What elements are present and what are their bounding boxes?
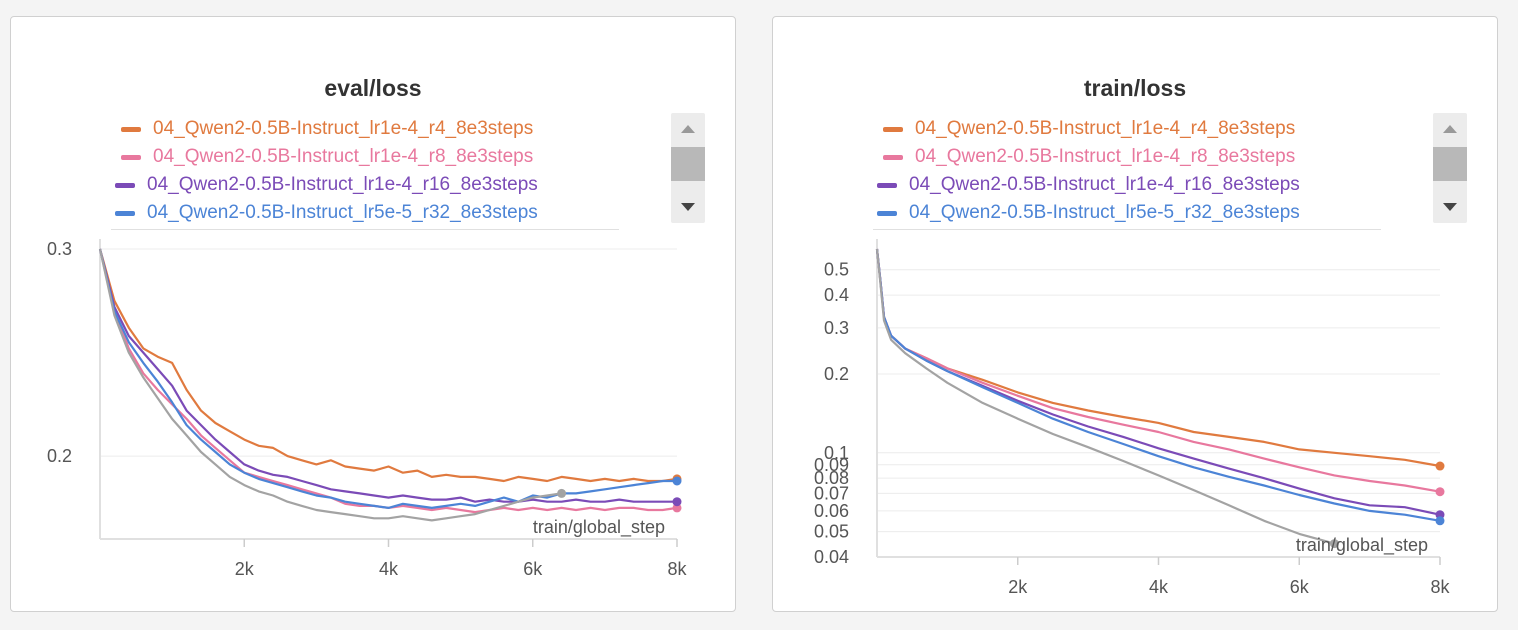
legend-swatch	[115, 210, 135, 216]
series-line-0	[98, 248, 678, 483]
legend-item-r16[interactable]: 04_Qwen2-0.5B-Instruct_lr1e-4_r16_8e3ste…	[877, 171, 1300, 199]
x-axis-label: train/global_step	[533, 517, 665, 538]
legend-label: 04_Qwen2-0.5B-Instruct_lr5e-5_r32_8e3ste…	[147, 202, 538, 223]
chart-panel-train-loss: train/loss 04_Qwen2-0.5B-Instruct_lr1e-4…	[772, 16, 1498, 612]
scroll-down-icon[interactable]	[681, 203, 695, 211]
y-tick-label: 0.2	[47, 446, 72, 466]
legend-label: 04_Qwen2-0.5B-Instruct_lr5e-5_r32_8e3ste…	[909, 202, 1300, 223]
chart-legend: 04_Qwen2-0.5B-Instruct_lr1e-4_r4_8e3step…	[115, 115, 538, 227]
legend-scrollbar[interactable]	[671, 113, 705, 223]
y-tick-label: 0.3	[824, 318, 849, 338]
legend-item-r4[interactable]: 04_Qwen2-0.5B-Instruct_lr1e-4_r4_8e3step…	[115, 115, 538, 143]
chart-legend: 04_Qwen2-0.5B-Instruct_lr1e-4_r4_8e3step…	[877, 115, 1300, 227]
x-tick-label: 6k	[523, 559, 543, 579]
legend-item-r32[interactable]: 04_Qwen2-0.5B-Instruct_lr5e-5_r32_8e3ste…	[115, 199, 538, 227]
legend-label: 04_Qwen2-0.5B-Instruct_lr1e-4_r4_8e3step…	[153, 118, 534, 139]
x-tick-label: 4k	[1149, 577, 1169, 597]
chart-title: train/loss	[1083, 75, 1187, 101]
x-tick-label: 2k	[235, 559, 255, 579]
legend-swatch	[883, 154, 903, 160]
scroll-down-icon[interactable]	[1443, 203, 1457, 211]
scroll-up-icon[interactable]	[1443, 125, 1457, 133]
x-tick-label: 6k	[1290, 577, 1310, 597]
series-end-point-4	[1329, 539, 1339, 549]
series-line-4	[875, 248, 1335, 545]
scroll-thumb[interactable]	[671, 147, 705, 181]
series-line-4	[98, 248, 562, 522]
scroll-thumb[interactable]	[1433, 147, 1467, 181]
legend-item-r32[interactable]: 04_Qwen2-0.5B-Instruct_lr5e-5_r32_8e3ste…	[877, 199, 1300, 227]
y-tick-label: 0.09	[814, 455, 849, 475]
legend-swatch	[883, 126, 903, 132]
legend-scrollbar[interactable]	[1433, 113, 1467, 223]
y-tick-label: 0.06	[814, 501, 849, 521]
y-tick-label: 0.4	[824, 285, 849, 305]
legend-label: 04_Qwen2-0.5B-Instruct_lr1e-4_r4_8e3step…	[915, 118, 1296, 139]
series-end-point-2	[672, 497, 682, 507]
y-tick-label: 0.05	[814, 522, 849, 542]
series-end-point-4	[557, 488, 567, 498]
legend-divider	[873, 229, 1381, 230]
series-line-3	[98, 248, 677, 509]
x-axis-label: train/global_step	[1296, 535, 1428, 556]
y-tick-label: 0.5	[824, 260, 849, 280]
legend-swatch	[121, 126, 141, 132]
series-end-point-1	[672, 503, 682, 513]
legend-item-r4[interactable]: 04_Qwen2-0.5B-Instruct_lr1e-4_r4_8e3step…	[877, 115, 1300, 143]
legend-swatch	[115, 182, 135, 188]
y-tick-label: 0.2	[824, 364, 849, 384]
legend-label: 04_Qwen2-0.5B-Instruct_lr1e-4_r8_8e3step…	[915, 146, 1296, 167]
y-tick-label: 0.07	[814, 483, 849, 503]
series-line-2	[98, 248, 677, 503]
series-line-3	[875, 248, 1441, 522]
chart-plot-eval-loss: 0.2 0.3 2k 4k 6k 8k train/global_step	[47, 239, 688, 579]
legend-item-r8[interactable]: 04_Qwen2-0.5B-Instruct_lr1e-4_r8_8e3step…	[877, 143, 1300, 171]
y-tick-label: 0.08	[814, 468, 849, 488]
legend-swatch	[121, 154, 141, 160]
y-tick-label: 0.3	[47, 239, 72, 259]
legend-label: 04_Qwen2-0.5B-Instruct_lr1e-4_r8_8e3step…	[153, 146, 534, 167]
legend-label: 04_Qwen2-0.5B-Instruct_lr1e-4_r16_8e3ste…	[147, 174, 538, 195]
x-tick-label: 2k	[1008, 577, 1028, 597]
legend-swatch	[877, 182, 897, 188]
scroll-up-icon[interactable]	[681, 125, 695, 133]
legend-item-r16[interactable]: 04_Qwen2-0.5B-Instruct_lr1e-4_r16_8e3ste…	[115, 171, 538, 199]
x-tick-label: 8k	[667, 559, 687, 579]
series-end-point-1	[1435, 487, 1445, 497]
legend-divider	[111, 229, 619, 230]
y-tick-label: 0.1	[824, 443, 849, 463]
series-end-point-0	[1435, 461, 1445, 471]
legend-swatch	[877, 210, 897, 216]
series-line-0	[875, 248, 1441, 468]
chart-panel-eval-loss: eval/loss 04_Qwen2-0.5B-Instruct_lr1e-4_…	[10, 16, 736, 612]
y-tick-label: 0.04	[814, 547, 849, 567]
series-end-point-3	[1435, 516, 1445, 526]
chart-title: eval/loss	[324, 75, 422, 101]
x-tick-label: 4k	[379, 559, 399, 579]
legend-item-r8[interactable]: 04_Qwen2-0.5B-Instruct_lr1e-4_r8_8e3step…	[115, 143, 538, 171]
x-tick-label: 8k	[1430, 577, 1450, 597]
series-line-1	[98, 248, 678, 514]
legend-label: 04_Qwen2-0.5B-Instruct_lr1e-4_r16_8e3ste…	[909, 174, 1300, 195]
series-end-point-3	[672, 476, 682, 486]
chart-plot-train-loss: 0.04 0.050.060.070.080.090.1 0.2 0.3 0.4 0.5 2…	[814, 239, 1451, 597]
